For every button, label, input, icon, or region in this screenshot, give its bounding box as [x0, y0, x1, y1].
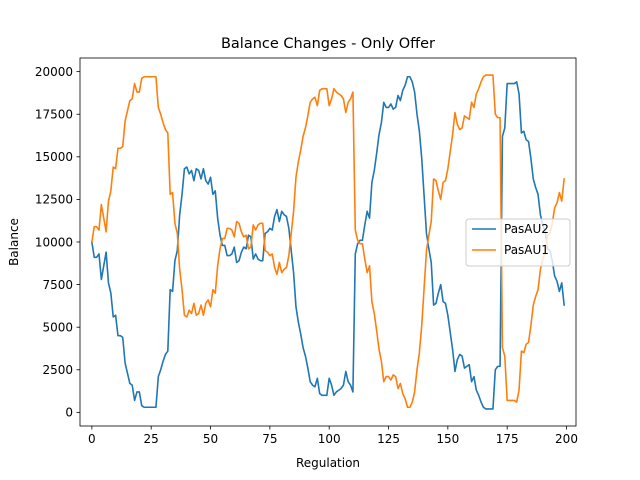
x-tick-label: 25: [144, 432, 159, 446]
series-layer: [90, 74, 566, 410]
legend-label-pasau1: PasAU1: [504, 243, 549, 257]
y-tick-label: 5000: [42, 320, 73, 334]
legend: PasAU2 PasAU1: [465, 218, 571, 267]
y-tick-label: 2500: [42, 363, 73, 377]
y-tick-label: 15000: [35, 150, 73, 164]
x-tick-label: 175: [496, 432, 519, 446]
y-axis: 0 2500 5000 7500 10000 12500 15000 17500 20000: [35, 65, 80, 420]
x-tick-label: 100: [318, 432, 341, 446]
chart-title: Balance Changes - Only Offer: [221, 36, 435, 52]
series-line-pasau1: [90, 74, 566, 409]
legend-frame: [465, 218, 571, 267]
x-tick-label: 125: [377, 432, 400, 446]
y-axis-label: Balance: [7, 218, 21, 266]
y-tick-label: 17500: [35, 108, 73, 122]
x-tick-label: 50: [203, 432, 218, 446]
y-tick-label: 7500: [42, 278, 73, 292]
x-tick-label: 75: [262, 432, 277, 446]
series-line-pasau2: [90, 75, 566, 410]
x-tick-label: 0: [88, 432, 96, 446]
y-tick-label: 12500: [35, 193, 73, 207]
y-tick-label: 0: [65, 406, 73, 420]
x-axis: 0 25 50 75 100 125 150 175 200: [88, 426, 578, 446]
x-tick-label: 200: [555, 432, 578, 446]
x-tick-label: 150: [436, 432, 459, 446]
legend-label-pasau2: PasAU2: [504, 222, 549, 236]
y-tick-label: 20000: [35, 65, 73, 79]
x-axis-label: Regulation: [296, 456, 360, 470]
y-tick-label: 10000: [35, 235, 73, 249]
